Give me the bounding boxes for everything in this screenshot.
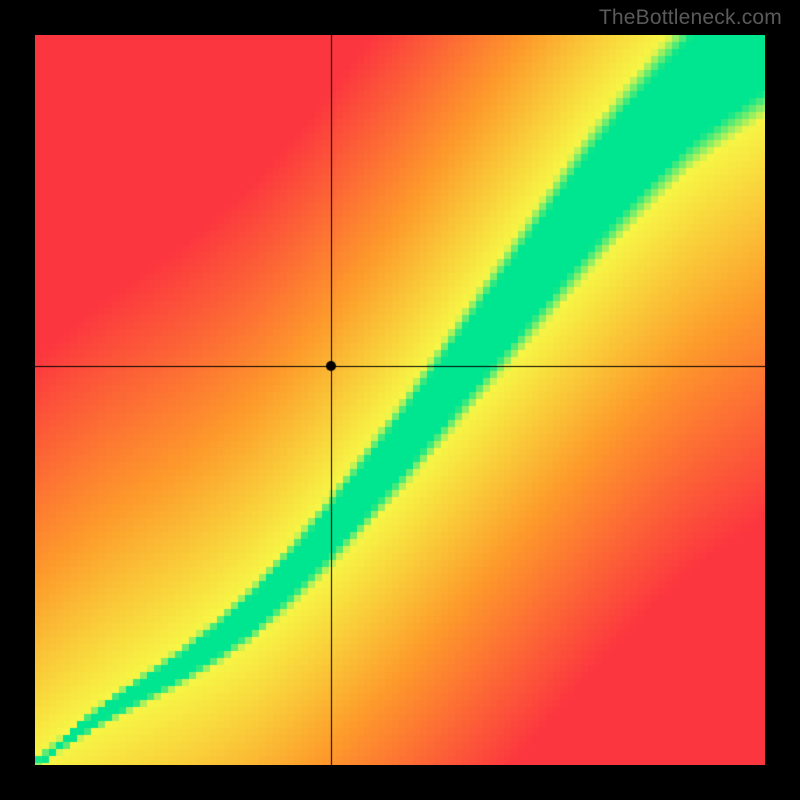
watermark-text: TheBottleneck.com <box>599 6 782 30</box>
heatmap-canvas <box>35 35 765 765</box>
chart-container: TheBottleneck.com <box>0 0 800 800</box>
heatmap-plot <box>35 35 765 765</box>
